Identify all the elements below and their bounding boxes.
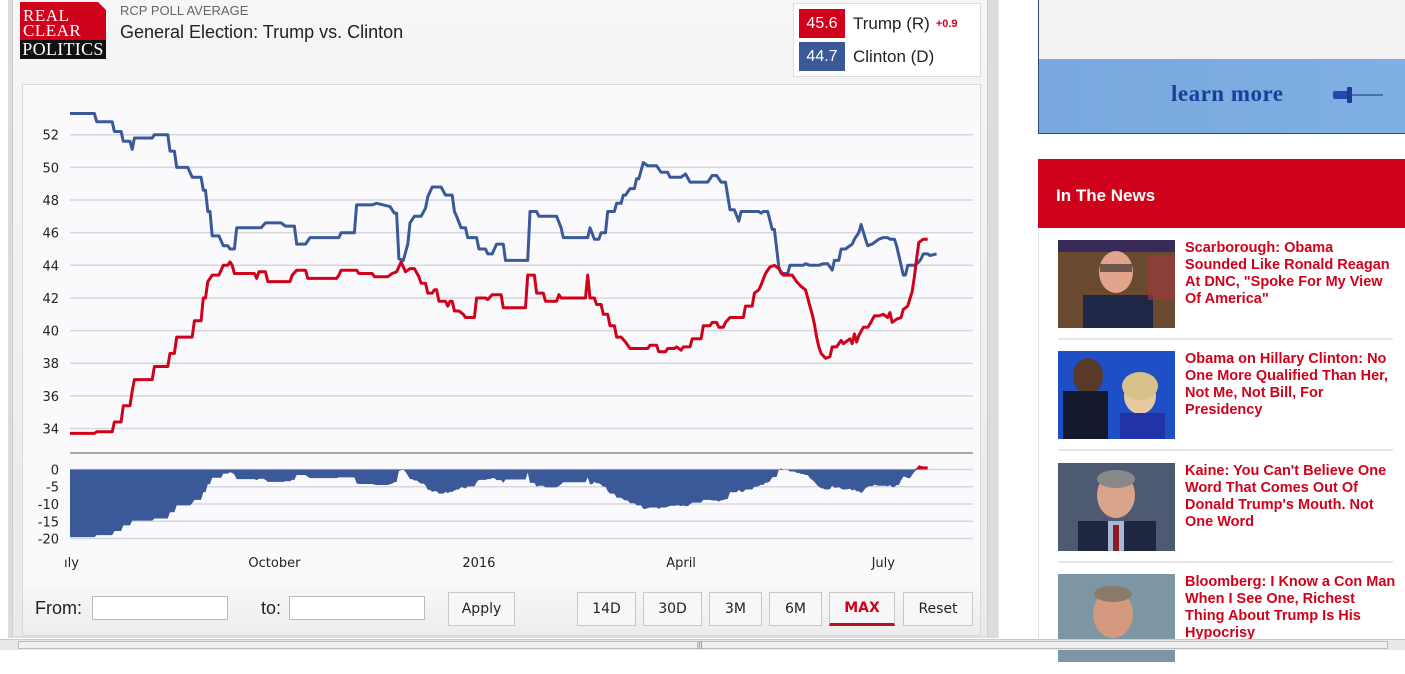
scarborough-photo[interactable] — [1058, 240, 1175, 328]
news-headline[interactable]: Scarborough: Obama Sounded Like Ronald R… — [1185, 240, 1390, 307]
y-tick-label: 38 — [42, 357, 59, 372]
clinton-value: 44.7 — [799, 42, 845, 71]
candidate-legend: 45.6 Trump (R) +0.9 44.7 Clinton (D) — [793, 3, 981, 77]
y-tick-label: 46 — [42, 227, 59, 242]
x-tick-label: October — [248, 556, 301, 571]
horizontal-scrollbar[interactable]: ||| — [0, 639, 1405, 650]
y-tick-label: 42 — [42, 292, 59, 307]
logo-line-1: REAL — [23, 6, 70, 25]
legend-row-trump: 45.6 Trump (R) +0.9 — [799, 9, 958, 38]
logo-line-2: CLEAR — [23, 21, 82, 40]
range-6m-button[interactable]: 6M — [769, 592, 822, 626]
to-label: to: — [261, 598, 282, 618]
news-headline[interactable]: Kaine: You Can't Believe One Word That C… — [1185, 463, 1387, 530]
x-tick-label: July — [871, 556, 896, 571]
poll-kicker: RCP POLL AVERAGE — [120, 3, 249, 18]
news-item[interactable]: Obama on Hillary Clinton: No One More Qu… — [1058, 351, 1398, 451]
x-tick-label: 2016 — [462, 556, 495, 571]
obama-clinton-photo[interactable] — [1058, 351, 1175, 439]
y-tick-label: 34 — [42, 423, 59, 438]
trump-line — [70, 237, 928, 435]
range-max-button[interactable]: MAX — [829, 592, 895, 626]
x-tick-label: ıly — [64, 556, 79, 571]
news-headline[interactable]: Obama on Hillary Clinton: No One More Qu… — [1185, 351, 1389, 418]
trump-name: Trump (R) — [853, 13, 930, 33]
ad-learn-more-text: learn more — [1171, 81, 1284, 106]
spread-area-clinton-lead — [70, 469, 928, 538]
news-separator — [1058, 338, 1393, 340]
news-item[interactable]: Bloomberg: I Know a Con Man When I See O… — [1058, 574, 1398, 674]
news-item[interactable]: Scarborough: Obama Sounded Like Ronald R… — [1058, 240, 1398, 340]
logo-line-3: POLITICS — [20, 40, 106, 59]
x-tick-label: April — [666, 556, 696, 571]
spread-tick-label: -15 — [38, 515, 59, 530]
from-label: From: — [35, 598, 82, 618]
news-headline[interactable]: Bloomberg: I Know a Con Man When I See O… — [1185, 574, 1396, 641]
sidebar-divider — [1038, 230, 1039, 638]
spread-tick-label: 0 — [51, 463, 59, 478]
rcp-logo[interactable]: REAL CLEAR POLITICS — [20, 2, 106, 59]
news-item[interactable]: Kaine: You Can't Believe One Word That C… — [1058, 463, 1398, 563]
range-3m-button[interactable]: 3M — [709, 592, 762, 626]
legend-row-clinton: 44.7 Clinton (D) — [799, 42, 934, 71]
poll-chart[interactable]: 34 36 38 40 42 44 46 48 50 52 0 -5 -10 -15 -20 ıly Octob… — [23, 85, 980, 585]
y-tick-label: 52 — [42, 129, 59, 144]
y-tick-label: 50 — [42, 161, 59, 176]
clinton-line — [70, 112, 937, 277]
trump-value: 45.6 — [799, 9, 845, 38]
in-the-news-title: In The News — [1056, 186, 1156, 205]
apply-button[interactable]: Apply — [448, 592, 515, 626]
to-date-input[interactable] — [289, 596, 425, 620]
spread-tick-label: -5 — [46, 481, 59, 496]
y-tick-label: 36 — [42, 390, 59, 405]
scrollbar-thumb[interactable] — [18, 641, 1388, 649]
spread-tick-label: -10 — [38, 498, 59, 513]
kaine-photo[interactable] — [1058, 463, 1175, 551]
news-separator — [1058, 561, 1393, 563]
range-14d-button[interactable]: 14D — [577, 592, 636, 626]
page-title: General Election: Trump vs. Clinton — [120, 22, 404, 42]
advertisement-banner[interactable]: learn more — [1038, 0, 1405, 134]
pushpin-icon — [1333, 87, 1383, 103]
y-tick-label: 44 — [42, 259, 59, 274]
range-30d-button[interactable]: 30D — [643, 592, 702, 626]
y-tick-label: 48 — [42, 194, 59, 209]
in-the-news-header: In The News — [1038, 159, 1405, 228]
clinton-name: Clinton (D) — [853, 46, 935, 66]
logo-red-block — [20, 2, 106, 40]
spread-tick-label: -20 — [38, 533, 59, 548]
ad-band: learn more — [1039, 59, 1405, 133]
trump-change: +0.9 — [935, 17, 958, 30]
y-tick-label: 40 — [42, 325, 59, 340]
from-date-input[interactable] — [92, 596, 228, 620]
news-separator — [1058, 449, 1393, 451]
chart-area[interactable]: 34 36 38 40 42 44 46 48 50 52 0 -5 -10 -15 -20 ıly Octob… — [22, 84, 981, 586]
scrollbar-grip-icon: ||| — [697, 642, 703, 649]
column-divider — [998, 0, 999, 638]
date-range-controls: From: to: Apply 14D 30D 3M 6M MAX Reset — [22, 585, 981, 636]
reset-button[interactable]: Reset — [903, 592, 973, 626]
